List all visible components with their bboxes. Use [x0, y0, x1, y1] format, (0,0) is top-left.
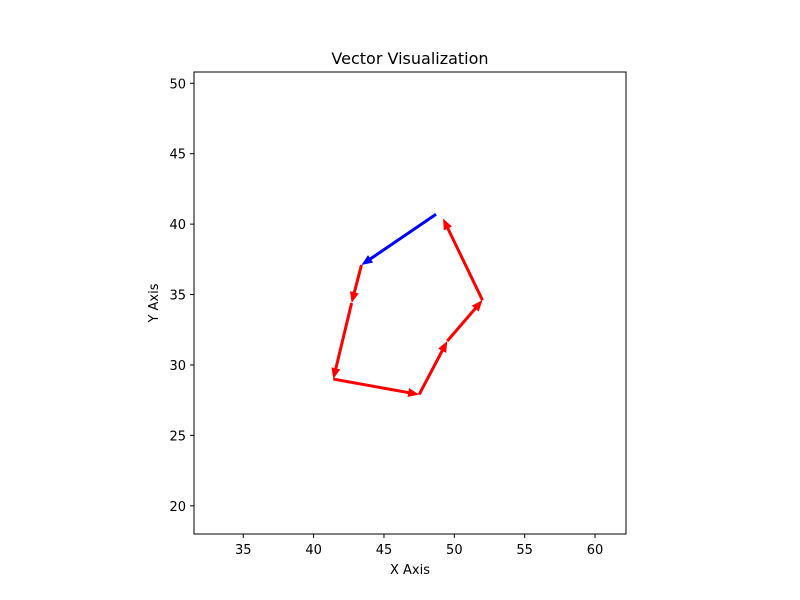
vector-shaft [333, 302, 354, 371]
vector-head [443, 218, 452, 231]
chart-title: Vector Visualization [331, 49, 488, 68]
vector-shaft [446, 306, 478, 343]
x-tick-label: 40 [305, 543, 322, 558]
vector-arrow [361, 213, 437, 265]
x-tick-label: 45 [376, 543, 393, 558]
x-tick-label: 50 [446, 543, 463, 558]
vector-shaft [352, 264, 363, 295]
plot-frame [193, 71, 627, 535]
y-tick-label: 30 [169, 359, 186, 374]
vector-arrow [417, 341, 448, 396]
vector-shaft [333, 377, 411, 395]
x-tick-label: 55 [516, 543, 533, 558]
y-tick-label: 45 [169, 148, 186, 163]
vector-arrow [333, 377, 420, 398]
axis-ticks: 35 40 45 50 55 60 20 25 30 35 40 45 50 [169, 77, 603, 558]
vector-series [331, 213, 484, 398]
y-tick-label: 50 [169, 77, 186, 92]
x-axis-label: X Axis [390, 563, 430, 578]
y-tick-label: 40 [169, 218, 186, 233]
vector-head [331, 367, 341, 380]
vector-shaft [417, 348, 445, 396]
vector-head [361, 255, 374, 265]
vector-arrow [446, 300, 483, 343]
vector-head [407, 388, 420, 398]
vector-arrow [331, 302, 354, 380]
vector-head [471, 300, 483, 312]
y-tick-label: 25 [169, 429, 186, 444]
x-tick-label: 35 [235, 543, 252, 558]
vector-head [350, 291, 359, 303]
y-tick-label: 20 [169, 500, 186, 515]
vector-arrow [443, 218, 484, 301]
vector-shaft [368, 213, 437, 262]
vector-shaft [445, 225, 484, 301]
x-tick-label: 60 [587, 543, 604, 558]
y-axis-label: Y Axis [147, 283, 162, 323]
y-tick-label: 35 [169, 289, 186, 304]
vector-arrow [350, 264, 363, 303]
vector-head [438, 341, 448, 353]
